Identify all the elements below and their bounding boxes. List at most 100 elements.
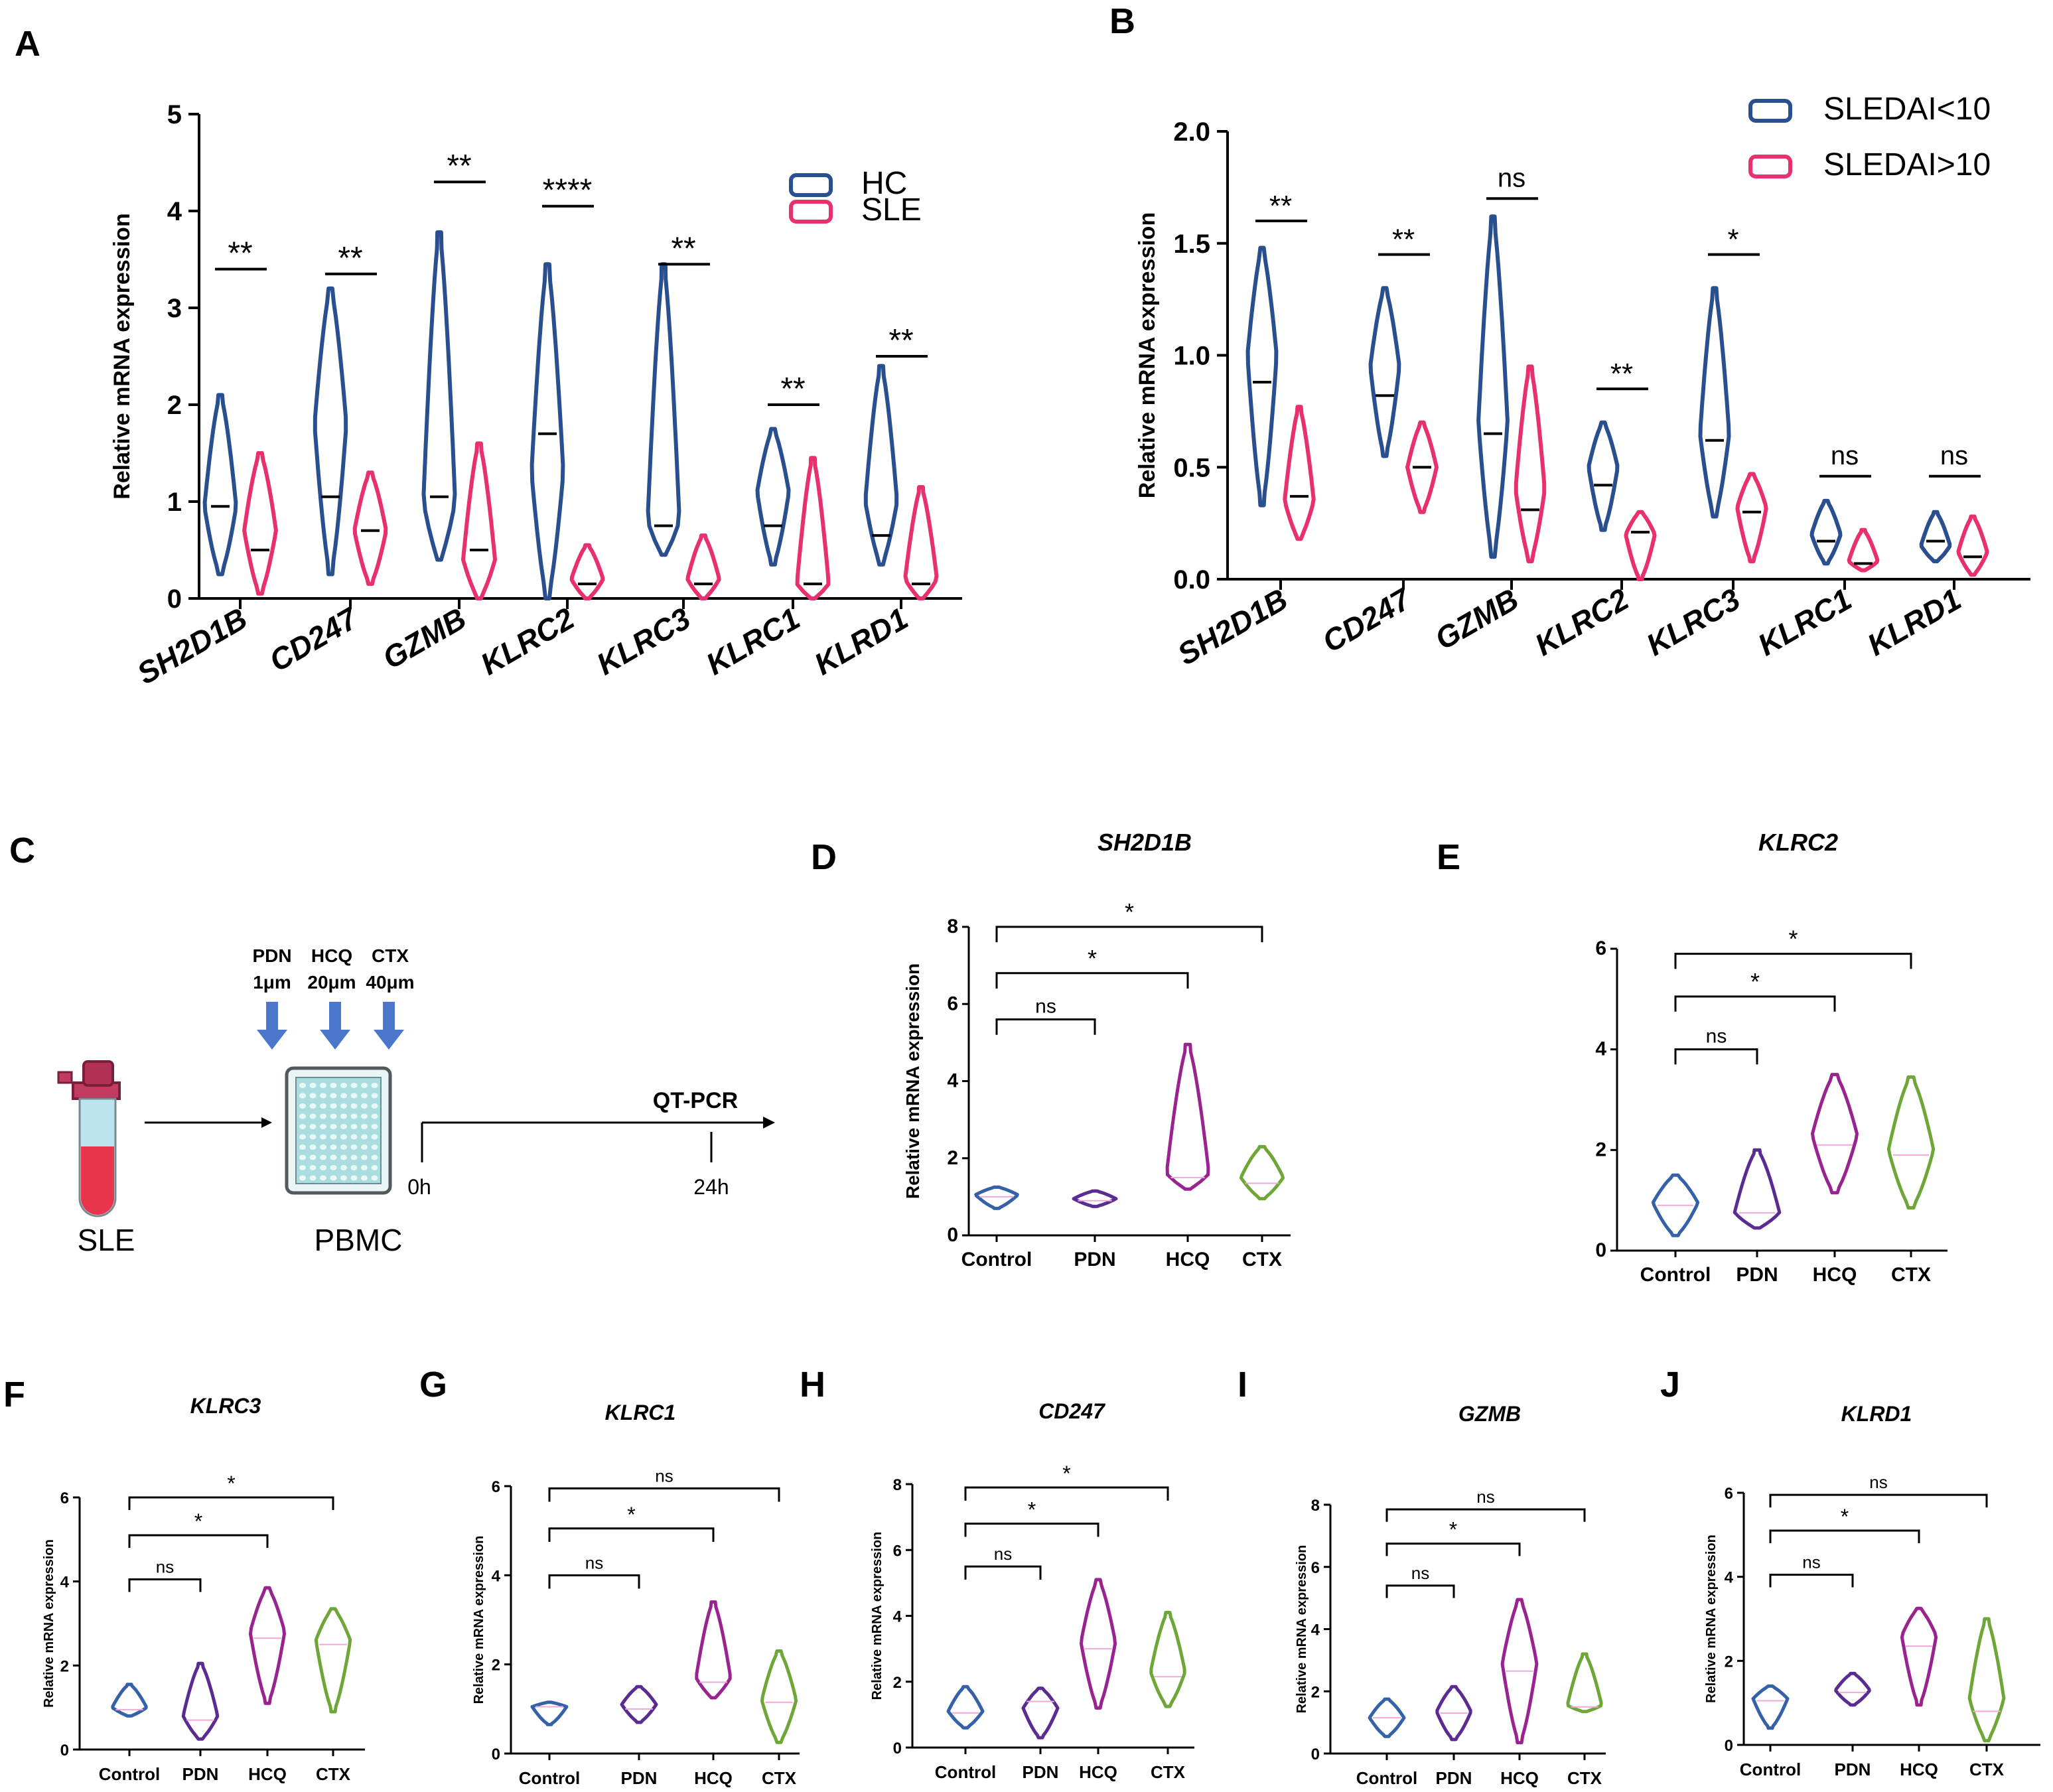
y-tick-label: 4 <box>947 1070 958 1092</box>
panel-letter-h: H <box>800 1365 825 1405</box>
well-dot <box>330 1083 337 1088</box>
well-dot <box>371 1154 378 1160</box>
x-tick-label-sh2d1b: SH2D1B <box>1172 582 1293 672</box>
well-dot <box>330 1093 337 1099</box>
well-dot <box>350 1175 358 1181</box>
violin-hc-klrd1 <box>863 364 899 567</box>
well-dot <box>350 1103 358 1109</box>
legend-a: HC SLE <box>789 166 922 228</box>
well-dot <box>371 1093 378 1099</box>
violin-hc-sh2d1b <box>202 393 238 577</box>
y-tick-label: 6 <box>1311 1559 1320 1577</box>
chart-panel-h: CD247 0 2 4 6 8 Relative mRNA expression Contro… <box>870 1399 1194 1782</box>
x-tick-label-hcq: HCQ <box>1166 1249 1210 1271</box>
violin-sle-klrc2 <box>569 543 605 600</box>
significance-label: * <box>1449 1518 1457 1542</box>
significance-bracket <box>964 1486 1169 1501</box>
significance-label: ns <box>1706 1026 1727 1048</box>
x-tick-label-ctx: CTX <box>1969 1759 2005 1779</box>
well-dot <box>340 1113 347 1119</box>
x-tick-label-control: Control <box>961 1249 1032 1271</box>
y-axis-label: Relative mRNA expression <box>1135 212 1160 498</box>
chart-panel-g: KLRC1 0 2 4 6 Relative mRNA expression Control… <box>472 1401 800 1788</box>
panel-letter-f: F <box>3 1375 25 1414</box>
y-tick-label: 1 <box>167 488 182 517</box>
violin-hc-gzmb <box>421 230 457 562</box>
x-tick-label-pdn: PDN <box>1074 1249 1115 1271</box>
violin-sledai10-cd247 <box>1368 286 1401 458</box>
significance-label: * <box>1088 945 1097 972</box>
y-tick-label: 6 <box>893 1542 902 1560</box>
significance-bracket <box>995 972 1189 989</box>
chart-panel-i: GZMB 0 2 4 6 8 Relative mRNA expression Control… <box>1295 1402 1606 1788</box>
y-axis-label: Relative mRNA expression <box>42 1539 56 1708</box>
well-dot <box>299 1093 306 1099</box>
y-tick-label: 2 <box>947 1147 958 1169</box>
y-tick-label: 0 <box>1595 1239 1606 1261</box>
violin-sle-klrc3 <box>685 533 721 600</box>
well-dot <box>371 1103 378 1109</box>
well-dot <box>320 1175 326 1181</box>
well-plate-icon <box>285 1066 392 1195</box>
y-tick-label: 8 <box>1311 1497 1320 1515</box>
well-dot <box>309 1175 317 1181</box>
y-tick-label: 2 <box>60 1657 69 1675</box>
y-tick-label: 6 <box>492 1478 500 1496</box>
x-tick-label-klrc3: KLRC3 <box>591 600 696 681</box>
y-axis-label: Relative mRNA expression <box>902 963 923 1199</box>
chart-panel-a: 0 1 2 3 4 5 Relative mRNA expression SH2D1B ** CD… <box>109 100 962 691</box>
chart-panel-b: 0.0 0.5 1.0 1.5 2.0 Relative mRNA expression S… <box>1135 117 2030 671</box>
violin-control <box>946 1685 985 1730</box>
panel-letter-d: D <box>811 837 837 877</box>
well-dot <box>299 1154 306 1160</box>
y-tick-label: 1.0 <box>1173 342 1210 371</box>
well-dot <box>371 1083 378 1088</box>
violin-ctx <box>1239 1144 1285 1201</box>
violin-sle-sh2d1b <box>242 451 278 596</box>
y-tick-label: 2 <box>1595 1138 1606 1160</box>
significance-bracket <box>548 1574 640 1589</box>
violin-ctx <box>760 1649 798 1744</box>
legend-a-sle-label: SLE <box>861 192 922 228</box>
y-tick-label: 0 <box>1725 1737 1733 1755</box>
well-dot <box>340 1144 347 1150</box>
well-dot <box>330 1103 337 1109</box>
drug-pdn-name: PDN <box>252 945 291 966</box>
significance-bracket <box>128 1578 202 1592</box>
y-axis-label: Relative mRNA expression <box>1704 1535 1719 1703</box>
drug-hcq-conc: 20μm <box>307 972 356 993</box>
x-tick-label-gzmb: GZMB <box>377 601 472 676</box>
x-tick-label-pdn: PDN <box>182 1764 219 1784</box>
significance-bracket <box>995 926 1263 943</box>
violin-sle-klrc1 <box>795 456 831 600</box>
x-tick-label-ctx: CTX <box>316 1764 351 1784</box>
significance-label: * <box>227 1472 235 1495</box>
x-tick-label-ctx: CTX <box>1242 1249 1282 1271</box>
x-tick-label-pdn: PDN <box>1436 1768 1472 1788</box>
panel-letter-e: E <box>1437 837 1460 877</box>
significance-label: ns <box>585 1552 603 1572</box>
y-tick-label: 2 <box>167 391 182 420</box>
x-tick-label-hcq: HCQ <box>694 1768 733 1788</box>
legend-b-low-swatch <box>1748 99 1792 123</box>
x-tick-label-pdn: PDN <box>1835 1759 1871 1779</box>
y-tick-label: 2 <box>1725 1653 1733 1671</box>
y-tick-label: 6 <box>1595 937 1606 959</box>
violin-sledai10-cd247 <box>1405 420 1439 514</box>
chart-title: KLRC2 <box>1758 829 1838 856</box>
well-dot <box>320 1165 326 1170</box>
well-dot <box>330 1113 337 1119</box>
significance-label: ** <box>447 149 471 184</box>
well-dot <box>350 1144 358 1150</box>
time-0-label: 0h <box>407 1175 431 1199</box>
arrow-down-icon <box>374 1002 404 1050</box>
well-dot <box>361 1175 368 1181</box>
x-tick-label-hcq: HCQ <box>248 1764 287 1784</box>
well-dot <box>361 1113 368 1119</box>
x-tick-label-klrc2: KLRC2 <box>474 600 580 681</box>
significance-bracket <box>548 1527 715 1542</box>
x-tick-label-hcq: HCQ <box>1079 1762 1117 1782</box>
blood-tube-icon <box>57 1060 121 1217</box>
arrow-down-icon <box>320 1002 350 1050</box>
well-dot <box>299 1175 306 1181</box>
